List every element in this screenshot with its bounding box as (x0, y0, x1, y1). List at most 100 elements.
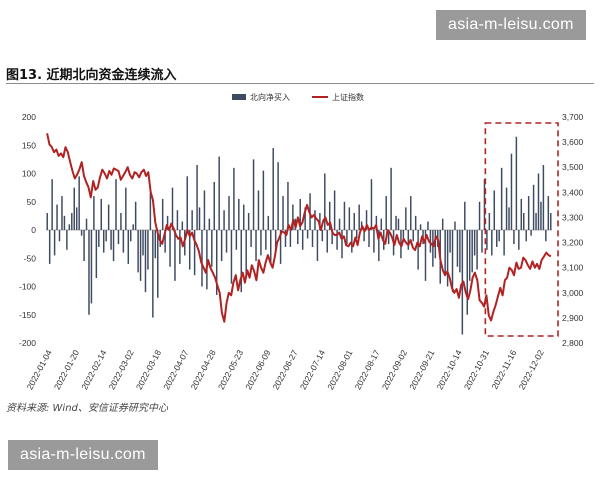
y-right-tick-label: 3,700 (562, 112, 584, 122)
bar (127, 230, 130, 264)
bar (265, 230, 267, 250)
x-tick-label: 2022-06-09 (243, 348, 272, 391)
bar (48, 230, 51, 264)
bar (353, 213, 356, 230)
x-tick-label: 2022-04-07 (161, 348, 190, 391)
bar (459, 230, 461, 273)
source-note: 资料来源: Wind、安信证券研究中心 (6, 403, 168, 414)
bar (405, 207, 407, 230)
bar (287, 181, 289, 230)
bar (152, 230, 154, 318)
bar (78, 176, 80, 230)
bar (471, 230, 473, 273)
bar (105, 230, 107, 242)
bar (343, 201, 346, 230)
bar (213, 181, 215, 230)
bar (483, 179, 486, 230)
bar (370, 179, 373, 230)
bar (230, 230, 233, 284)
x-tick-label: 2022-11-16 (489, 348, 518, 391)
bar (198, 207, 201, 230)
legend-label-line: 上证指数 (332, 92, 364, 102)
y-left-tick-label: -50 (24, 253, 37, 263)
y-left-tick-label: -200 (19, 338, 36, 348)
bar (473, 230, 476, 256)
bar (284, 230, 287, 247)
bar (331, 230, 333, 245)
bar (532, 184, 535, 230)
legend-label-bar: 北向净买入 (250, 92, 290, 102)
bar (299, 198, 301, 230)
bar (498, 230, 500, 242)
bar (51, 179, 53, 230)
bar (417, 230, 419, 270)
bar (432, 230, 434, 267)
bar (201, 230, 203, 287)
bar (154, 230, 157, 259)
bar (46, 213, 48, 230)
bar (144, 230, 147, 293)
bar (215, 230, 218, 295)
bar (282, 196, 284, 230)
bar-series (46, 136, 552, 335)
bar (520, 198, 523, 230)
bar (481, 230, 483, 253)
bar (83, 230, 85, 262)
bar (358, 204, 360, 230)
y-right-tick-label: 2,900 (562, 313, 584, 323)
bar (181, 221, 184, 230)
y-right-tick-label: 3,600 (562, 137, 584, 147)
x-tick-label: 2022-09-21 (407, 348, 436, 391)
y-right-tick-label: 3,200 (562, 238, 584, 248)
bar (321, 230, 324, 242)
bar (547, 196, 550, 230)
bar (390, 167, 392, 230)
bar (326, 230, 328, 253)
bar (88, 230, 90, 315)
bar (301, 230, 304, 250)
bar (223, 210, 225, 230)
bar (530, 230, 532, 236)
bar (107, 204, 110, 230)
bar (115, 179, 117, 230)
bar (385, 196, 387, 230)
x-tick-label: 2022-10-31 (462, 348, 491, 391)
bar (95, 230, 98, 279)
x-tick-label: 2022-08-17 (353, 348, 382, 391)
bar (297, 230, 299, 245)
bar (540, 201, 542, 230)
bar (368, 230, 370, 247)
bar (466, 230, 468, 315)
bar (456, 230, 459, 267)
x-tick-label: 2022-03-18 (134, 348, 163, 391)
bar (510, 153, 513, 230)
bar (122, 230, 125, 253)
bar (545, 230, 547, 242)
bar (274, 230, 277, 253)
bar (110, 230, 112, 250)
y-left-tick-label: 0 (31, 225, 36, 235)
bar (304, 207, 306, 230)
x-tick-label: 2022-01-04 (25, 348, 54, 391)
y-left-tick-label: 50 (27, 197, 37, 207)
bar (161, 198, 164, 230)
highlight-box (484, 122, 559, 337)
bar (179, 230, 181, 264)
bar (247, 213, 250, 230)
bar (395, 215, 397, 230)
bar (363, 230, 365, 242)
bar (132, 224, 134, 230)
y-right-tick-label: 2,800 (562, 338, 584, 348)
bar (171, 187, 174, 230)
bar (464, 201, 466, 230)
bar (449, 230, 451, 253)
bar (513, 230, 515, 245)
bar (166, 215, 169, 230)
bar (351, 230, 353, 253)
bar (270, 230, 272, 264)
bar (488, 213, 491, 230)
bar (80, 230, 83, 236)
bar (495, 230, 498, 247)
bar (252, 159, 255, 230)
